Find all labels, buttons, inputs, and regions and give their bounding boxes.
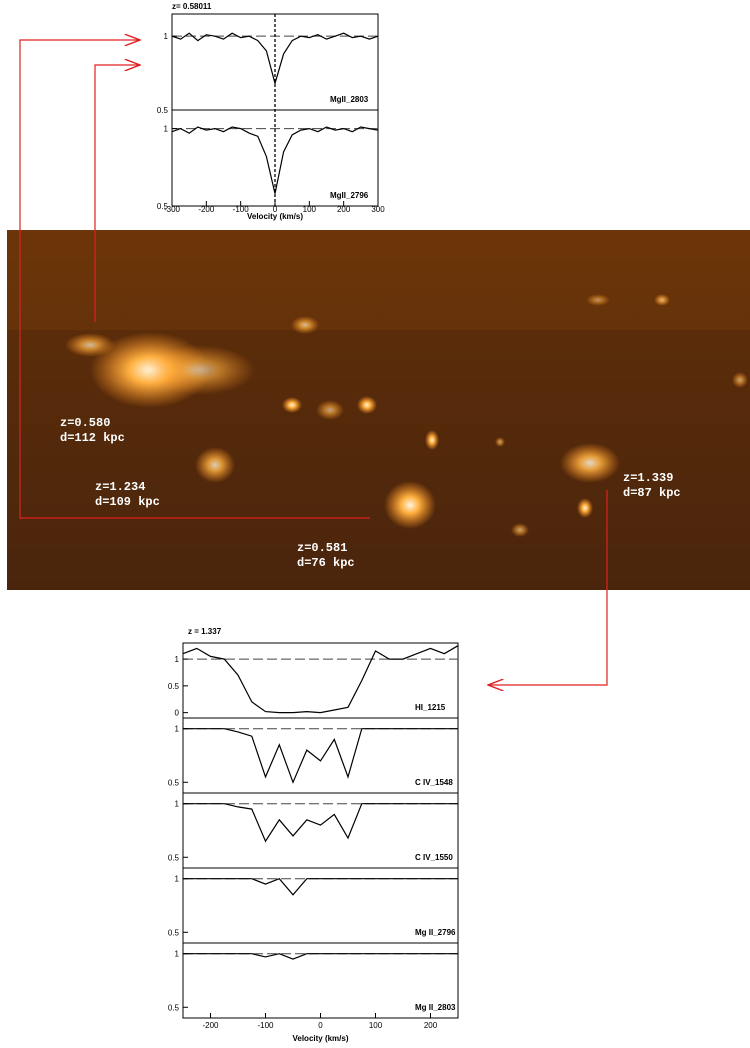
- y-tick-label: 0.5: [157, 106, 169, 115]
- image-label: z=0.581 d=76 kpc: [297, 541, 355, 571]
- spectrum: [183, 953, 458, 960]
- y-tick-label: 1: [164, 32, 169, 41]
- x-tick-label: 100: [303, 205, 317, 214]
- y-tick-label: 0: [175, 709, 180, 718]
- x-tick-label: 0: [318, 1021, 323, 1030]
- y-tick-label: 0.5: [168, 853, 180, 862]
- x-tick-label: 100: [369, 1021, 383, 1030]
- x-tick-label: 200: [337, 205, 351, 214]
- x-tick-label: -100: [257, 1021, 274, 1030]
- panel-frame: [182, 942, 459, 1019]
- y-tick-label: 1: [164, 125, 169, 134]
- spectrum: [182, 645, 459, 714]
- x-tick-label: 0: [273, 205, 278, 214]
- image-band: [7, 230, 750, 330]
- arrows: [19, 40, 608, 685]
- chart-title: z = 1.337: [188, 627, 222, 636]
- image-label: z=1.234 d=109 kpc: [95, 480, 160, 510]
- redshift: z=0.580: [60, 416, 111, 430]
- distance: d=76 kpc: [297, 556, 355, 570]
- spectrum: [183, 877, 458, 896]
- chart-title: z= 0.58011: [172, 2, 212, 11]
- line-label: MgII_2803: [330, 95, 369, 104]
- spectrum: [171, 32, 379, 86]
- x-tick-label: -100: [233, 205, 250, 214]
- x-tick-label: -200: [202, 1021, 219, 1030]
- x-tick-label: -300: [164, 205, 181, 214]
- spectrum: [183, 728, 458, 784]
- y-tick-label: 1: [175, 725, 180, 734]
- image-label: z=0.580 d=112 kpc: [60, 416, 125, 446]
- distance: d=112 kpc: [60, 431, 125, 445]
- redshift: z=0.581: [297, 541, 348, 555]
- line-label: MgII_2796: [330, 191, 369, 200]
- y-tick-label: 1: [175, 655, 180, 664]
- y-tick-label: 0.5: [168, 1003, 180, 1012]
- redshift: z=1.234: [95, 480, 146, 494]
- line-label: C IV_1548: [415, 778, 453, 787]
- redshift: z=1.339: [623, 471, 674, 485]
- y-tick-label: 1: [175, 950, 180, 959]
- line-label: Mg II_2796: [415, 928, 456, 937]
- galaxies: [65, 294, 748, 537]
- x-tick-label: -200: [198, 205, 215, 214]
- y-tick-label: 1: [175, 800, 180, 809]
- line-label: HI_1215: [415, 703, 446, 712]
- x-tick-label: 200: [424, 1021, 438, 1030]
- y-tick-label: 1: [175, 875, 180, 884]
- x-axis-label: Velocity (km/s): [292, 1034, 348, 1043]
- spectrum: [171, 126, 379, 194]
- distance: d=87 kpc: [623, 486, 681, 500]
- y-tick-label: 0.5: [168, 778, 180, 787]
- x-tick-label: 300: [371, 205, 385, 214]
- line-label: Mg II_2803: [415, 1003, 456, 1012]
- y-tick-label: 0.5: [168, 928, 180, 937]
- y-tick-label: 0.5: [168, 682, 180, 691]
- y-tick-label: 0.5: [157, 202, 169, 211]
- line-label: C IV_1550: [415, 853, 453, 862]
- spectrum: [183, 803, 458, 843]
- distance: d=109 kpc: [95, 495, 160, 509]
- image-label: z=1.339 d=87 kpc: [623, 471, 681, 501]
- x-axis-label: Velocity (km/s): [247, 212, 303, 221]
